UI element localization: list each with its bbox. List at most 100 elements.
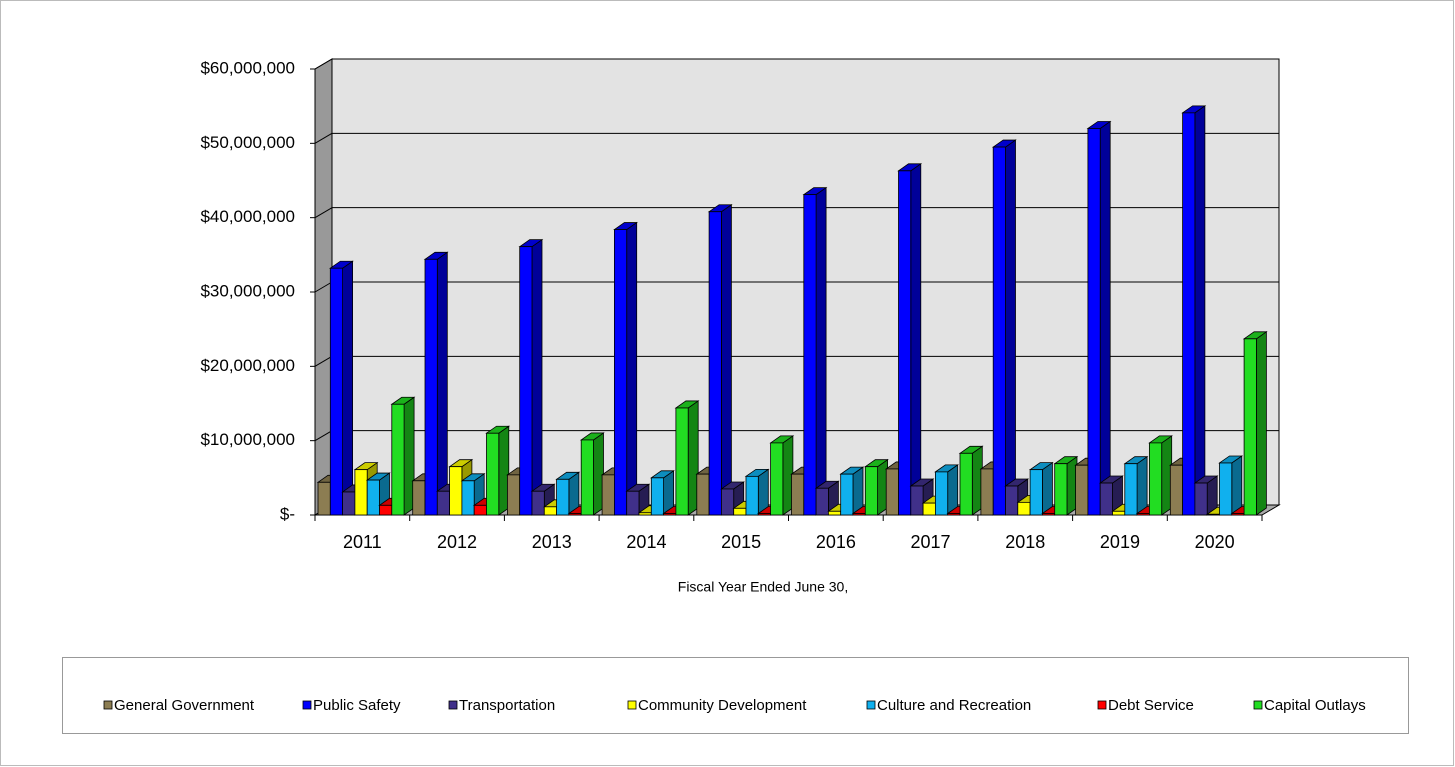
x-tick-label: 2020 bbox=[1195, 532, 1235, 552]
grid-line bbox=[314, 430, 333, 442]
x-tick-label: 2011 bbox=[343, 532, 382, 552]
x-tick-label: 2015 bbox=[721, 532, 761, 552]
bar-front bbox=[1136, 513, 1150, 516]
bar bbox=[485, 425, 511, 516]
bar bbox=[1098, 475, 1124, 516]
bar-side bbox=[342, 260, 353, 516]
y-tick-label: $30,000,000 bbox=[200, 281, 295, 300]
legend-swatch bbox=[1253, 700, 1263, 710]
bar-front bbox=[1194, 482, 1208, 516]
bar bbox=[802, 186, 828, 516]
bar-front bbox=[379, 504, 393, 516]
bar bbox=[707, 203, 733, 516]
bar-front bbox=[791, 473, 805, 516]
bar-front bbox=[329, 267, 343, 516]
bar bbox=[390, 396, 416, 516]
legend-swatch bbox=[866, 700, 876, 710]
legend-swatch bbox=[103, 700, 113, 710]
bar-front bbox=[568, 513, 582, 516]
legend-label: Debt Service bbox=[1108, 697, 1194, 714]
x-tick-label: 2019 bbox=[1100, 532, 1140, 552]
bar-front bbox=[827, 510, 842, 516]
bar-side bbox=[1255, 331, 1267, 516]
bar bbox=[423, 251, 449, 516]
grid-line bbox=[314, 132, 333, 144]
y-tick-label: $50,000,000 bbox=[200, 133, 295, 152]
legend-label: Public Safety bbox=[313, 697, 401, 714]
bar-front bbox=[1112, 510, 1126, 516]
bar-front bbox=[1099, 482, 1113, 516]
legend-swatch bbox=[627, 700, 637, 710]
bar bbox=[625, 483, 651, 516]
bar-side bbox=[1231, 455, 1243, 516]
bar-front bbox=[708, 211, 722, 516]
bar bbox=[934, 464, 959, 516]
bar-front bbox=[626, 490, 640, 516]
bar bbox=[897, 163, 923, 516]
grid-line bbox=[314, 58, 333, 70]
bar-front bbox=[519, 246, 533, 516]
bar-front bbox=[922, 502, 936, 516]
grid-line bbox=[314, 281, 333, 293]
bar bbox=[991, 139, 1017, 516]
bar bbox=[1148, 435, 1173, 516]
bar-front bbox=[449, 466, 463, 516]
x-tick-label: 2014 bbox=[626, 532, 666, 552]
bar-front bbox=[391, 403, 405, 516]
bar-front bbox=[815, 487, 829, 516]
bar bbox=[329, 260, 354, 516]
y-tick-label: $20,000,000 bbox=[200, 356, 295, 375]
bar bbox=[650, 470, 675, 516]
legend-label: General Government bbox=[114, 697, 255, 714]
bar-front bbox=[1206, 513, 1220, 516]
bar-front bbox=[506, 474, 521, 516]
x-tick-label: 2013 bbox=[532, 532, 572, 552]
bar-front bbox=[1029, 469, 1043, 516]
legend-swatch bbox=[448, 700, 458, 710]
y-tick-label: $- bbox=[280, 504, 295, 523]
bar bbox=[864, 458, 889, 516]
bar-front bbox=[366, 479, 380, 516]
bar bbox=[613, 221, 638, 516]
bar bbox=[1193, 475, 1219, 516]
bar-front bbox=[638, 512, 652, 516]
bar-front bbox=[663, 513, 677, 516]
bar-front bbox=[473, 504, 487, 516]
bar-side bbox=[626, 221, 638, 516]
bar-front bbox=[898, 170, 912, 516]
bar-front bbox=[317, 481, 331, 516]
bar-front bbox=[934, 471, 949, 516]
legend-label: Culture and Recreation bbox=[877, 697, 1031, 714]
bar-side bbox=[910, 163, 922, 516]
bar-front bbox=[1243, 338, 1257, 516]
bar-front bbox=[675, 407, 689, 516]
legend-label: Community Development bbox=[638, 697, 807, 714]
bar-side bbox=[1136, 455, 1148, 516]
bar-front bbox=[885, 468, 899, 516]
bar-side bbox=[815, 186, 827, 516]
legend-label: Transportation bbox=[459, 697, 555, 714]
legend-box bbox=[62, 657, 1409, 734]
bar-front bbox=[412, 480, 426, 516]
bar-front bbox=[543, 506, 557, 516]
x-tick-label: 2018 bbox=[1005, 532, 1045, 552]
bar bbox=[518, 238, 544, 516]
bar-front bbox=[959, 452, 973, 516]
bar-front bbox=[1087, 128, 1101, 516]
y-tick-label: $60,000,000 bbox=[200, 58, 295, 77]
bar-front bbox=[613, 229, 628, 516]
bar-front bbox=[720, 488, 735, 516]
bar-front bbox=[1231, 513, 1245, 516]
x-tick-label: 2016 bbox=[816, 532, 856, 552]
bar-front bbox=[770, 442, 784, 516]
x-tick-label: 2012 bbox=[437, 532, 477, 552]
y-tick-label: $40,000,000 bbox=[200, 207, 295, 226]
bar-front bbox=[840, 473, 854, 516]
bar bbox=[769, 435, 795, 516]
bar-front bbox=[910, 485, 924, 516]
bar-front bbox=[1182, 112, 1196, 516]
bar-side bbox=[436, 251, 448, 516]
legend-label: Capital Outlays bbox=[1264, 697, 1366, 714]
bar-front bbox=[650, 477, 664, 516]
